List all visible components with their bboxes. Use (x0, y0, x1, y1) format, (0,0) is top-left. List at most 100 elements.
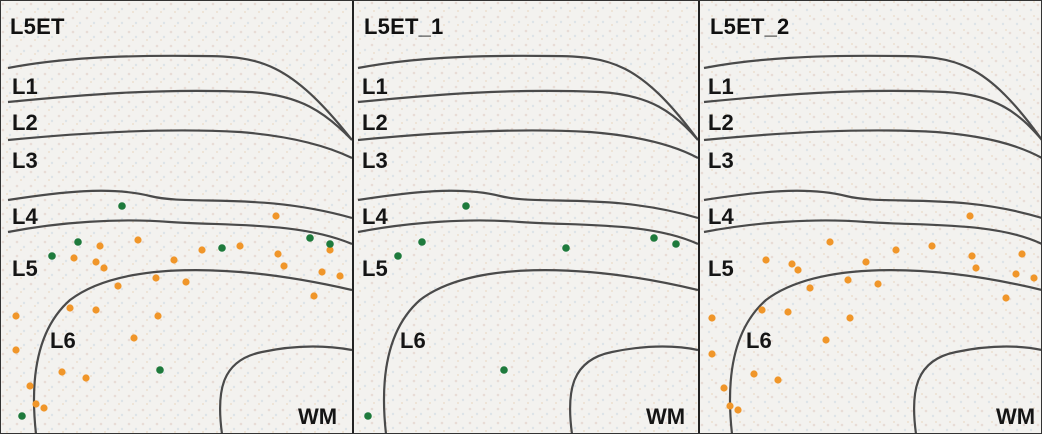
cell-dot (394, 252, 402, 260)
cell-dot (1012, 270, 1020, 278)
cell-dot (12, 312, 20, 320)
cell-dot (236, 242, 244, 250)
cell-dot (708, 350, 716, 358)
layer-label-wm: WM (298, 404, 338, 429)
layer-label-wm: WM (996, 404, 1036, 429)
layer-label-l3: L3 (708, 148, 734, 173)
boundary-l1-l2 (7, 89, 352, 141)
cell-dot (708, 314, 716, 322)
cell-dot (846, 314, 854, 322)
cell-dot (822, 336, 830, 344)
layer-label-l3: L3 (362, 148, 388, 173)
cell-dot (114, 282, 122, 290)
cell-dot (274, 250, 282, 258)
boundary-l3-l4 (7, 189, 352, 220)
panel-title: L5ET_2 (710, 14, 790, 39)
cell-dot (66, 304, 74, 312)
layer-label-l4: L4 (12, 204, 38, 229)
layer-label-l1: L1 (12, 74, 38, 99)
layer-label-l4: L4 (708, 204, 734, 229)
cell-dot (972, 264, 980, 272)
cell-dot (1018, 250, 1026, 258)
cell-dot (154, 312, 162, 320)
cell-dot (58, 368, 66, 376)
tissue-map-l5et-2 (700, 0, 1042, 434)
cell-dot (306, 234, 314, 242)
cell-dot (48, 252, 56, 260)
layer-label-l5: L5 (708, 256, 734, 281)
cell-dot (734, 406, 742, 414)
boundary-l4-l5 (703, 219, 1042, 245)
boundary-l5-l6 (32, 269, 352, 434)
cell-dot (968, 252, 976, 260)
panel-divider (352, 0, 354, 434)
panel-l5et: L5ET L1 L2 L3 L4 L5 L6 WM (0, 0, 352, 434)
cell-dot (12, 346, 20, 354)
layer-label-l6: L6 (400, 328, 426, 353)
boundary-l4-l5 (7, 219, 352, 246)
boundary-l5-l6 (382, 269, 698, 434)
cell-dot (198, 246, 206, 254)
cell-dot (650, 234, 658, 242)
cell-dot (418, 238, 426, 246)
cell-dot (32, 400, 40, 408)
cell-dot (182, 278, 190, 286)
cell-dot (310, 292, 318, 300)
cell-dot (130, 334, 138, 342)
cell-dot (774, 376, 782, 384)
cell-dot (784, 308, 792, 316)
layer-label-l4: L4 (362, 204, 388, 229)
cell-dot (82, 374, 90, 382)
cell-dot (500, 366, 508, 374)
green-cell-dots (364, 202, 680, 420)
cell-dot (758, 306, 766, 314)
cell-dot (874, 280, 882, 288)
cell-dot (18, 412, 26, 420)
layer-label-l6: L6 (746, 328, 772, 353)
boundary-pia (703, 54, 1042, 141)
layer-boundaries (703, 54, 1042, 434)
panel-l5et-2: L5ET_2 L1 L2 L3 L4 L5 L6 WM (700, 0, 1042, 434)
boundary-l6-wm (218, 345, 352, 434)
cell-dot (1002, 294, 1010, 302)
panel-title: L5ET_1 (364, 14, 444, 39)
cell-dot (280, 262, 288, 270)
layer-label-wm: WM (646, 404, 686, 429)
cell-dot (318, 268, 326, 276)
cell-dot (844, 276, 852, 284)
boundary-l3-l4 (703, 189, 1042, 220)
cell-dot (326, 246, 334, 254)
cell-dot (562, 244, 570, 252)
boundary-l1-l2 (357, 89, 698, 141)
layer-label-l2: L2 (708, 110, 734, 135)
layer-boundaries (357, 54, 698, 434)
boundary-l4-l5 (357, 219, 698, 246)
layer-label-l3: L3 (12, 148, 38, 173)
tissue-map-l5et (0, 0, 352, 434)
cell-dot (364, 412, 372, 420)
cell-dot (826, 238, 834, 246)
cell-dot (750, 370, 758, 378)
cell-dot (152, 274, 160, 282)
layer-label-l1: L1 (362, 74, 388, 99)
cell-dot (40, 404, 48, 412)
cell-dot (96, 242, 104, 250)
cell-dot (92, 258, 100, 266)
orange-cell-dots (12, 212, 344, 412)
cell-dot (170, 256, 178, 264)
cell-dot (788, 260, 796, 268)
boundary-l2-l3 (357, 129, 698, 159)
layer-label-l2: L2 (362, 110, 388, 135)
layer-label-l5: L5 (12, 256, 38, 281)
cell-dot (966, 212, 974, 220)
cell-dot (1030, 274, 1038, 282)
tissue-background (700, 0, 1042, 434)
cell-dot (892, 246, 900, 254)
cell-dot (134, 236, 142, 244)
boundary-l2-l3 (7, 129, 352, 159)
orange-cell-dots (708, 212, 1038, 414)
cell-dot (336, 272, 344, 280)
cell-dot (794, 266, 802, 274)
cell-dot (928, 242, 936, 250)
panel-title: L5ET (10, 14, 65, 39)
